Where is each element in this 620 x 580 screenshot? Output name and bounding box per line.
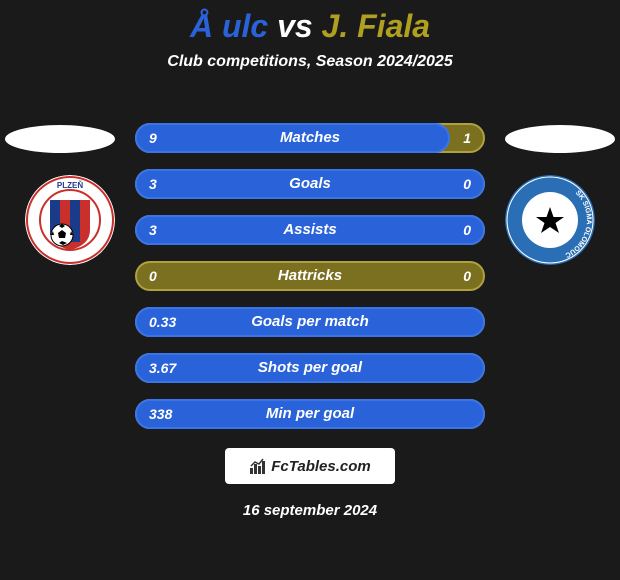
stat-label: Goals per match xyxy=(135,307,485,337)
stat-row: Min per goal338 xyxy=(135,399,485,429)
stat-row: Goals3 0 xyxy=(135,169,485,199)
player2-name: J. Fiala xyxy=(322,8,431,44)
stat-value-right: 0 xyxy=(463,261,471,291)
player1-avatar-placeholder xyxy=(5,125,115,153)
player1-name: Å ulc xyxy=(190,8,268,44)
stats-bars: Matches91Goals30Assists30Hattricks00Goal… xyxy=(135,123,485,445)
stat-label: Hattricks xyxy=(135,261,485,291)
player2-avatar-placeholder xyxy=(505,125,615,153)
stat-row: Hattricks0 0 xyxy=(135,261,485,291)
stat-label: Shots per goal xyxy=(135,353,485,383)
stat-value-right: 1 xyxy=(463,123,471,153)
club-logo-left: PLZEŇ xyxy=(25,175,115,265)
season-subtitle: Club competitions, Season 2024/2025 xyxy=(0,53,620,71)
brand-badge[interactable]: FcTables.com xyxy=(225,448,395,484)
stat-value-right: 0 xyxy=(463,215,471,245)
stat-value-left: 3 xyxy=(149,169,157,199)
stat-row: Shots per goal3.67 xyxy=(135,353,485,383)
vs-text: vs xyxy=(268,8,321,44)
stat-label: Assists xyxy=(135,215,485,245)
stat-value-left: 0.33 xyxy=(149,307,176,337)
stat-value-right: 0 xyxy=(463,169,471,199)
plzen-text: PLZEŇ xyxy=(57,181,83,190)
stat-row: Matches9 1 xyxy=(135,123,485,153)
stat-label: Goals xyxy=(135,169,485,199)
club-logo-right: SK SIGMA OLOMOUC xyxy=(505,175,595,265)
stat-label: Matches xyxy=(135,123,485,153)
stat-value-left: 3.67 xyxy=(149,353,176,383)
footer-date: 16 september 2024 xyxy=(0,502,620,519)
stat-value-left: 9 xyxy=(149,123,157,153)
comparison-title: Å ulc vs J. Fiala xyxy=(0,0,620,45)
stat-row: Assists3 0 xyxy=(135,215,485,245)
stat-value-left: 338 xyxy=(149,399,172,429)
chart-icon xyxy=(249,457,267,475)
stat-row: Goals per match0.33 xyxy=(135,307,485,337)
stat-label: Min per goal xyxy=(135,399,485,429)
stat-value-left: 3 xyxy=(149,215,157,245)
stat-value-left: 0 xyxy=(149,261,157,291)
brand-text: FcTables.com xyxy=(271,458,370,475)
